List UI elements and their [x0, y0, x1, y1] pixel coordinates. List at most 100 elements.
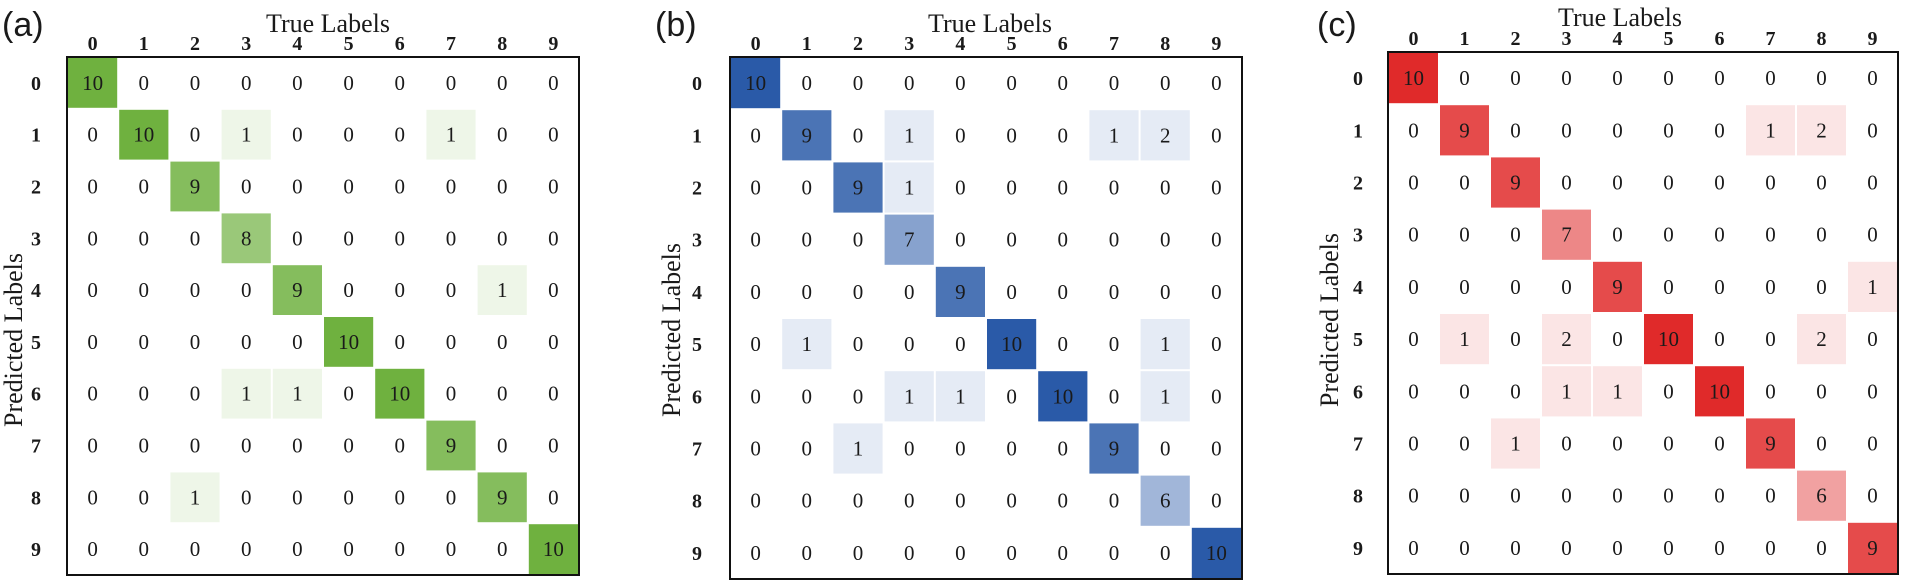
heatmap-cell	[833, 423, 883, 474]
cell-value: 0	[241, 485, 252, 509]
y-tick-label: 1	[31, 125, 41, 147]
cell-value: 0	[343, 278, 354, 302]
cell-value: 0	[955, 71, 966, 95]
heatmap-cell	[426, 420, 476, 471]
cell-value: 0	[1510, 327, 1521, 351]
cell-value: 0	[292, 330, 303, 354]
cell-value: 1	[1459, 327, 1470, 351]
cell-value: 0	[343, 537, 354, 561]
cell-value: 9	[1109, 437, 1120, 461]
cell-value: 0	[853, 384, 864, 408]
cell-value: 0	[750, 176, 761, 200]
x-tick-label: 4	[955, 33, 965, 55]
cell-value: 0	[1109, 176, 1120, 200]
y-tick-label: 0	[1353, 68, 1363, 90]
cell-value: 0	[1714, 327, 1725, 351]
cell-value: 0	[241, 278, 252, 302]
cell-value: 0	[497, 71, 508, 95]
cell-value: 1	[904, 123, 915, 147]
cell-value: 0	[190, 226, 201, 250]
cell-value: 0	[750, 541, 761, 565]
heatmap-cell	[1593, 366, 1642, 417]
cell-value: 0	[1765, 536, 1776, 560]
cell-value: 10	[338, 330, 359, 354]
y-tick-label: 7	[31, 436, 41, 458]
cell-value: 0	[1408, 171, 1419, 195]
heatmap-cell	[1593, 261, 1642, 312]
cell-value: 0	[955, 332, 966, 356]
cell-value: 1	[241, 382, 252, 406]
cell-value: 0	[955, 541, 966, 565]
panel-b: (b) True Labels Predicted Labels 10 0 0 0 0 0…	[655, 6, 1243, 580]
cell-value: 0	[1109, 384, 1120, 408]
heatmap-cells: 10 0 0 0 0 0 0 0 0 00 10 0 1 0 0 0 1 0 00 0 9 0 0 0 0 0 0 00 0 0 8 0 0 0 0…	[68, 58, 578, 574]
cell-value: 0	[1561, 432, 1572, 456]
heatmap-cell	[68, 58, 118, 108]
heatmap-cell	[119, 109, 169, 160]
cell-value: 0	[1612, 327, 1623, 351]
cell-value: 0	[292, 434, 303, 458]
cell-value: 10	[1709, 379, 1730, 403]
cell-value: 0	[1867, 327, 1878, 351]
cell-value: 0	[802, 541, 813, 565]
y-axis-title: Predicted Labels	[0, 253, 28, 427]
heatmap-cell	[782, 319, 832, 370]
cell-value: 0	[87, 485, 98, 509]
cell-value: 0	[1510, 275, 1521, 299]
x-tick-label: 9	[548, 33, 558, 55]
cell-value: 0	[1561, 275, 1572, 299]
x-tick-label: 3	[1562, 28, 1572, 50]
cell-value: 0	[1109, 71, 1120, 95]
cell-value: 0	[1058, 228, 1069, 252]
cell-value: 9	[1459, 118, 1470, 142]
cell-value: 0	[1612, 66, 1623, 90]
y-axis-title: Predicted Labels	[1315, 233, 1344, 407]
cell-value: 10	[82, 71, 103, 95]
cell-value: 0	[802, 280, 813, 304]
cell-value: 0	[1211, 123, 1222, 147]
cell-value: 0	[1714, 171, 1725, 195]
cell-value: 1	[904, 176, 915, 200]
cell-value: 0	[802, 71, 813, 95]
cell-value: 0	[497, 226, 508, 250]
cell-value: 0	[802, 228, 813, 252]
cell-value: 0	[1510, 66, 1521, 90]
cell-value: 0	[139, 71, 150, 95]
cell-value: 0	[139, 226, 150, 250]
heatmap-cell	[1848, 261, 1897, 312]
cell-value: 0	[1867, 379, 1878, 403]
x-tick-label: 4	[1613, 28, 1623, 50]
heatmap-cell	[884, 162, 934, 213]
heatmap-cell	[1797, 314, 1846, 365]
cell-value: 0	[497, 382, 508, 406]
cell-value: 0	[1459, 536, 1470, 560]
cell-value: 0	[1006, 176, 1017, 200]
cell-value: 0	[1714, 223, 1725, 247]
cell-value: 0	[1058, 71, 1069, 95]
cell-value: 0	[395, 175, 406, 199]
cell-value: 9	[292, 278, 303, 302]
cell-value: 0	[1058, 437, 1069, 461]
cell-value: 10	[1206, 541, 1227, 565]
cell-value: 0	[1160, 541, 1171, 565]
heatmap-cell	[477, 265, 527, 315]
cell-value: 0	[395, 123, 406, 147]
cell-value: 0	[853, 71, 864, 95]
cell-value: 0	[87, 382, 98, 406]
cell-value: 0	[1459, 432, 1470, 456]
heatmap-cell	[1491, 157, 1540, 208]
cell-value: 1	[1867, 275, 1878, 299]
cell-value: 0	[1561, 118, 1572, 142]
x-tick-label: 2	[1511, 28, 1521, 50]
matrix-frame	[66, 56, 580, 576]
cell-value: 8	[241, 226, 252, 250]
panel-label: (b)	[655, 6, 697, 44]
cell-value: 1	[497, 278, 508, 302]
cell-value: 2	[1816, 327, 1827, 351]
cell-value: 0	[1714, 536, 1725, 560]
cell-value: 0	[1714, 118, 1725, 142]
cell-value: 0	[1663, 536, 1674, 560]
cell-value: 1	[904, 384, 915, 408]
cell-value: 1	[1109, 123, 1120, 147]
